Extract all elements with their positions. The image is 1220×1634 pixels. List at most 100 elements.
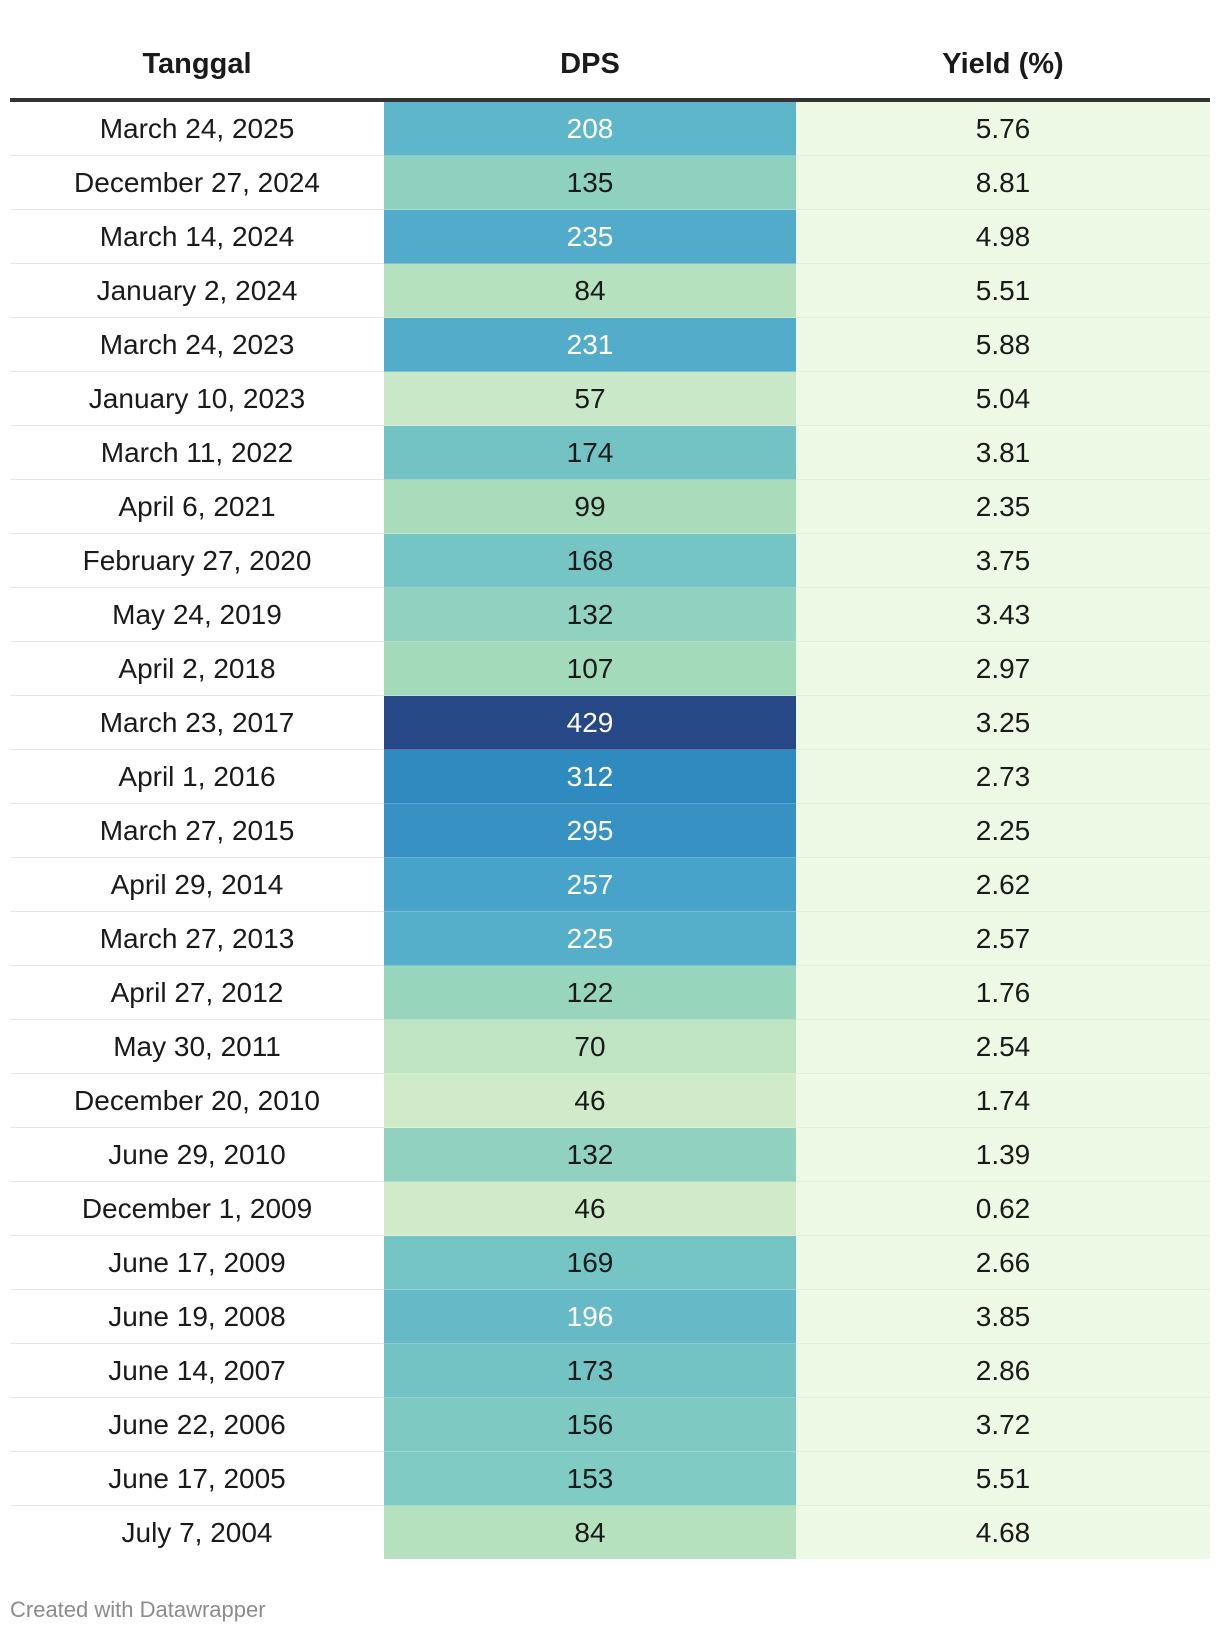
- table-row: February 27, 2020 168 3.75: [10, 533, 1210, 588]
- table-row: June 14, 2007 173 2.86: [10, 1343, 1210, 1398]
- date-cell: April 1, 2016: [10, 749, 384, 804]
- table-row: April 1, 2016 312 2.73: [10, 749, 1210, 804]
- table-row: January 2, 2024 84 5.51: [10, 263, 1210, 318]
- yield-cell: 0.62: [796, 1181, 1210, 1236]
- dps-cell: 84: [384, 1505, 796, 1559]
- dps-cell: 70: [384, 1019, 796, 1074]
- date-cell: May 30, 2011: [10, 1019, 384, 1074]
- table-row: May 30, 2011 70 2.54: [10, 1019, 1210, 1074]
- dps-cell: 295: [384, 803, 796, 858]
- dps-cell: 57: [384, 371, 796, 426]
- yield-cell: 1.76: [796, 965, 1210, 1020]
- table-row: May 24, 2019 132 3.43: [10, 587, 1210, 642]
- yield-cell: 3.85: [796, 1289, 1210, 1344]
- date-cell: July 7, 2004: [10, 1505, 384, 1559]
- table-row: April 27, 2012 122 1.76: [10, 965, 1210, 1020]
- date-cell: January 10, 2023: [10, 371, 384, 426]
- yield-cell: 5.76: [796, 100, 1210, 156]
- yield-cell: 2.66: [796, 1235, 1210, 1290]
- table-row: April 2, 2018 107 2.97: [10, 641, 1210, 696]
- dps-cell: 174: [384, 425, 796, 480]
- table-row: March 24, 2025 208 5.76: [10, 100, 1210, 156]
- yield-cell: 3.72: [796, 1397, 1210, 1452]
- column-header-date[interactable]: Tanggal: [10, 30, 384, 102]
- header-row: Tanggal DPS Yield (%): [10, 30, 1210, 102]
- date-cell: March 14, 2024: [10, 209, 384, 264]
- yield-cell: 2.86: [796, 1343, 1210, 1398]
- dps-cell: 231: [384, 317, 796, 372]
- date-cell: January 2, 2024: [10, 263, 384, 318]
- table-row: December 27, 2024 135 8.81: [10, 155, 1210, 210]
- table-row: June 22, 2006 156 3.72: [10, 1397, 1210, 1452]
- yield-cell: 2.62: [796, 857, 1210, 912]
- dps-cell: 135: [384, 155, 796, 210]
- yield-cell: 5.88: [796, 317, 1210, 372]
- yield-cell: 2.54: [796, 1019, 1210, 1074]
- column-header-yield[interactable]: Yield (%): [796, 30, 1210, 102]
- table-row: January 10, 2023 57 5.04: [10, 371, 1210, 426]
- table-row: June 17, 2005 153 5.51: [10, 1451, 1210, 1506]
- table-row: June 29, 2010 132 1.39: [10, 1127, 1210, 1182]
- dps-cell: 173: [384, 1343, 796, 1398]
- yield-cell: 2.97: [796, 641, 1210, 696]
- dps-cell: 132: [384, 1127, 796, 1182]
- date-cell: June 22, 2006: [10, 1397, 384, 1452]
- date-cell: December 1, 2009: [10, 1181, 384, 1236]
- yield-cell: 8.81: [796, 155, 1210, 210]
- dps-cell: 153: [384, 1451, 796, 1506]
- dps-cell: 99: [384, 479, 796, 534]
- date-cell: March 24, 2023: [10, 317, 384, 372]
- yield-cell: 3.75: [796, 533, 1210, 588]
- date-cell: June 19, 2008: [10, 1289, 384, 1344]
- dps-cell: 196: [384, 1289, 796, 1344]
- table-row: June 19, 2008 196 3.85: [10, 1289, 1210, 1344]
- dps-cell: 168: [384, 533, 796, 588]
- dps-cell: 312: [384, 749, 796, 804]
- dividend-table: Tanggal DPS Yield (%) March 24, 2025 208 5…: [10, 30, 1210, 1559]
- date-cell: March 11, 2022: [10, 425, 384, 480]
- dps-cell: 132: [384, 587, 796, 642]
- table-row: July 7, 2004 84 4.68: [10, 1505, 1210, 1559]
- table-body: March 24, 2025 208 5.76 December 27, 2024 13…: [10, 100, 1210, 1559]
- date-cell: April 29, 2014: [10, 857, 384, 912]
- dps-cell: 156: [384, 1397, 796, 1452]
- table-row: April 29, 2014 257 2.62: [10, 857, 1210, 912]
- table-row: March 27, 2015 295 2.25: [10, 803, 1210, 858]
- yield-cell: 1.74: [796, 1073, 1210, 1128]
- dps-cell: 169: [384, 1235, 796, 1290]
- dps-cell: 84: [384, 263, 796, 318]
- column-header-dps[interactable]: DPS: [384, 30, 796, 102]
- yield-cell: 5.04: [796, 371, 1210, 426]
- date-cell: April 2, 2018: [10, 641, 384, 696]
- yield-cell: 2.73: [796, 749, 1210, 804]
- dps-cell: 208: [384, 100, 796, 156]
- date-cell: May 24, 2019: [10, 587, 384, 642]
- yield-cell: 5.51: [796, 1451, 1210, 1506]
- table-row: December 1, 2009 46 0.62: [10, 1181, 1210, 1236]
- dps-cell: 235: [384, 209, 796, 264]
- date-cell: June 17, 2009: [10, 1235, 384, 1290]
- date-cell: March 24, 2025: [10, 100, 384, 156]
- table-row: April 6, 2021 99 2.35: [10, 479, 1210, 534]
- date-cell: March 27, 2013: [10, 911, 384, 966]
- table-row: December 20, 2010 46 1.74: [10, 1073, 1210, 1128]
- table-row: March 14, 2024 235 4.98: [10, 209, 1210, 264]
- date-cell: December 27, 2024: [10, 155, 384, 210]
- table-row: March 11, 2022 174 3.81: [10, 425, 1210, 480]
- date-cell: April 27, 2012: [10, 965, 384, 1020]
- date-cell: March 27, 2015: [10, 803, 384, 858]
- footer-credit: Created with Datawrapper: [10, 1597, 266, 1622]
- date-cell: February 27, 2020: [10, 533, 384, 588]
- table-row: March 23, 2017 429 3.25: [10, 695, 1210, 750]
- yield-cell: 4.98: [796, 209, 1210, 264]
- yield-cell: 2.57: [796, 911, 1210, 966]
- dps-cell: 429: [384, 695, 796, 750]
- date-cell: June 17, 2005: [10, 1451, 384, 1506]
- dps-cell: 107: [384, 641, 796, 696]
- date-cell: June 29, 2010: [10, 1127, 384, 1182]
- table-header: Tanggal DPS Yield (%): [10, 30, 1210, 102]
- dps-cell: 225: [384, 911, 796, 966]
- dps-cell: 46: [384, 1073, 796, 1128]
- date-cell: June 14, 2007: [10, 1343, 384, 1398]
- dps-cell: 257: [384, 857, 796, 912]
